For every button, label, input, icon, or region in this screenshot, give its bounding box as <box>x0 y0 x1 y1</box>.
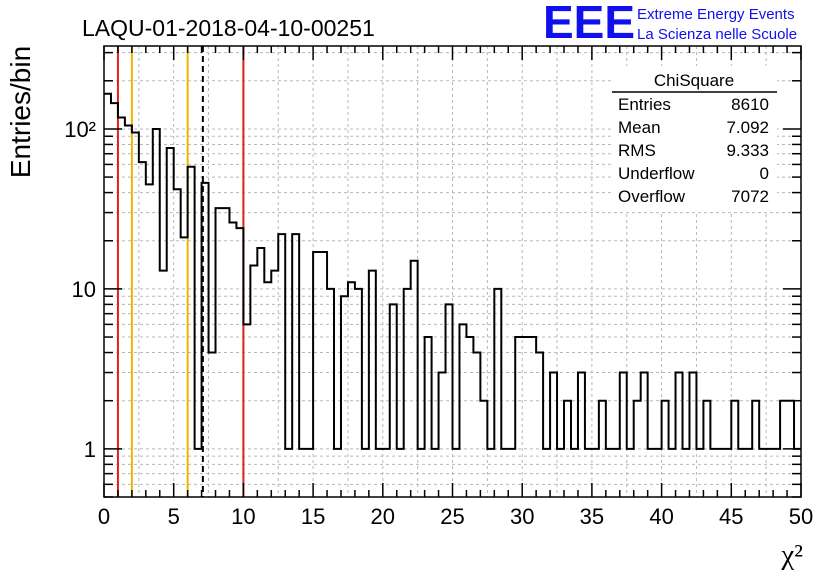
eee-logo: EEE Extreme Energy Events La Scienza nel… <box>543 0 797 48</box>
x-tick-label: 35 <box>580 504 604 529</box>
chart-title: LAQU-01-2018-04-10-00251 <box>82 15 375 41</box>
x-tick-label: 25 <box>440 504 464 529</box>
stats-value: 8610 <box>731 95 769 114</box>
logo-line2: La Scienza nelle Scuole <box>637 26 797 43</box>
stats-label: Entries <box>618 95 671 114</box>
stats-label: Underflow <box>618 164 695 183</box>
x-tick-label: 10 <box>231 504 255 529</box>
cut-lines <box>116 46 245 497</box>
x-tick-label: 20 <box>371 504 395 529</box>
x-tick-label: 0 <box>98 504 110 529</box>
x-tick-label: 40 <box>649 504 673 529</box>
stats-label: Mean <box>618 118 661 137</box>
stats-box: ChiSquare Entries 8610 Mean 7.092 RMS 9.333 Un… <box>612 66 777 211</box>
stats-value: 7072 <box>731 187 769 206</box>
x-tick-label: 50 <box>789 504 813 529</box>
x-tick-label: 45 <box>719 504 743 529</box>
y-axis-label: Entries/bin <box>5 46 36 178</box>
x-tick-label: 30 <box>510 504 534 529</box>
x-axis-label: χ² <box>780 539 803 571</box>
y-tick-label: 10² <box>64 117 96 142</box>
logo-text: EEE <box>543 0 635 48</box>
axis-ticks <box>103 46 802 498</box>
stats-value: 0 <box>760 164 769 183</box>
stats-value: 7.092 <box>726 118 769 137</box>
x-tick-label: 5 <box>168 504 180 529</box>
tick-labels: 0 5 10 15 20 25 30 35 40 45 50 1 10 10² <box>64 117 813 529</box>
x-tick-label: 15 <box>301 504 325 529</box>
stats-label: Overflow <box>618 187 686 206</box>
stats-rows: Entries 8610 Mean 7.092 RMS 9.333 Underflow 0 Ov… <box>618 95 769 206</box>
histogram-line <box>104 92 801 450</box>
stats-label: RMS <box>618 141 656 160</box>
stats-value: 9.333 <box>726 141 769 160</box>
stats-box-bg <box>612 66 777 211</box>
y-tick-label: 10 <box>72 277 96 302</box>
y-tick-label: 1 <box>84 437 96 462</box>
stats-title: ChiSquare <box>654 71 734 90</box>
logo-line1: Extreme Energy Events <box>637 6 795 23</box>
